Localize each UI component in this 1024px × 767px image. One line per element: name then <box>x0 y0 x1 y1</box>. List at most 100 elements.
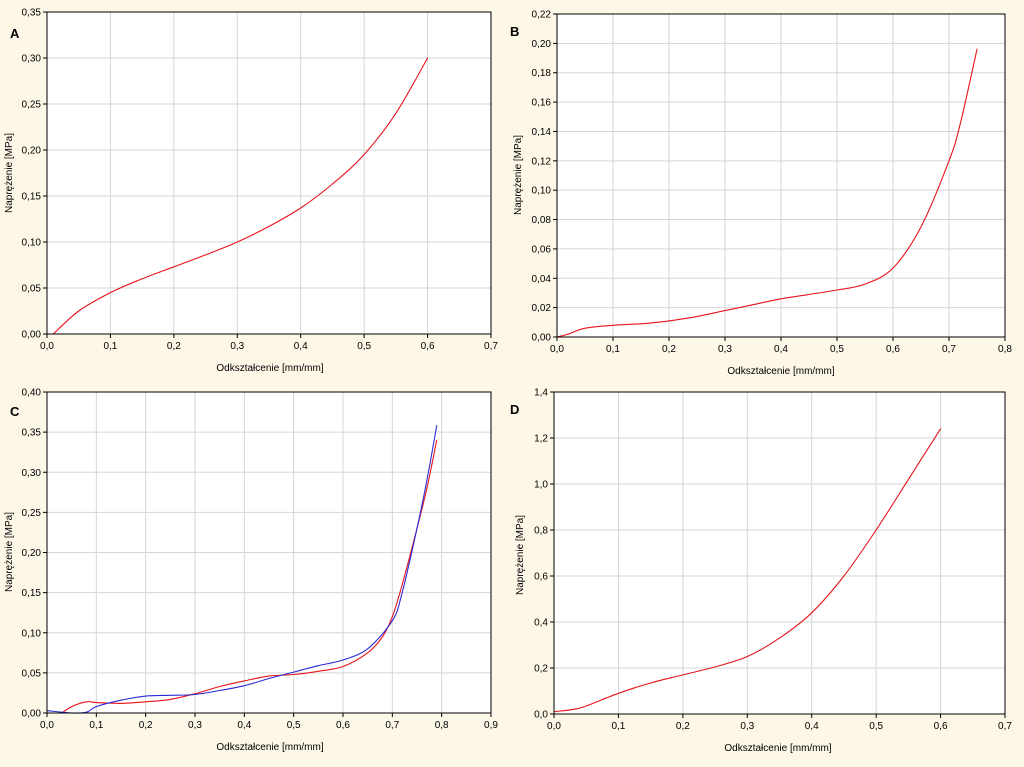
y-tick-label: 0,35 <box>22 428 42 439</box>
x-tick-label: 0,1 <box>103 341 117 352</box>
y-axis-title: Naprężenie [MPa] <box>4 512 15 592</box>
x-tick-label: 0,5 <box>287 720 301 731</box>
x-tick-label: 0,5 <box>830 344 844 355</box>
panel-letter-b: B <box>510 24 519 39</box>
y-tick-label: 0,30 <box>22 54 42 65</box>
y-tick-label: 0,00 <box>22 709 42 720</box>
series-line <box>46 425 438 714</box>
x-tick-label: 0,7 <box>484 341 498 352</box>
series-line <box>556 48 978 338</box>
x-axis-title: Odkształcenie [mm/mm] <box>724 743 831 754</box>
x-tick-label: 0,4 <box>774 344 788 355</box>
y-tick-label: 0,25 <box>22 100 42 111</box>
plot-frame <box>46 391 492 714</box>
y-tick-label: 0,10 <box>22 238 42 249</box>
y-tick-label: 1,0 <box>534 480 548 491</box>
x-tick-label: 0,2 <box>676 721 690 732</box>
y-tick-label: 1,2 <box>534 434 548 445</box>
x-tick-label: 0,3 <box>740 721 754 732</box>
panel-letter-c: C <box>10 404 20 419</box>
x-tick-label: 0,4 <box>237 720 251 731</box>
x-axis-title: Odkształcenie [mm/mm] <box>727 366 834 377</box>
plot-frame <box>46 11 492 335</box>
x-tick-label: 0,4 <box>294 341 308 352</box>
y-tick-label: 0,35 <box>22 8 42 19</box>
y-tick-label: 1,4 <box>534 388 548 399</box>
x-tick-label: 0,2 <box>139 720 153 731</box>
panel-letter-d: D <box>510 402 519 417</box>
y-tick-label: 0,40 <box>22 388 42 399</box>
x-tick-label: 0,6 <box>886 344 900 355</box>
panel-c: C Odkształcenie [mm/mm] Naprężenie [MPa]… <box>4 388 498 754</box>
y-tick-label: 0,8 <box>534 526 548 537</box>
x-tick-label: 0,7 <box>998 721 1012 732</box>
y-tick-label: 0,16 <box>532 98 552 109</box>
x-tick-label: 0,3 <box>188 720 202 731</box>
y-tick-label: 0,22 <box>532 10 552 21</box>
y-tick-label: 0,00 <box>22 330 42 341</box>
x-tick-label: 0,2 <box>167 341 181 352</box>
x-tick-label: 0,8 <box>998 344 1012 355</box>
y-tick-label: 0,14 <box>532 127 552 138</box>
x-tick-label: 0,1 <box>89 720 103 731</box>
panel-d: D Odkształcenie [mm/mm] Naprężenie [MPa]… <box>510 388 1012 755</box>
panel-a: A Odkształcenie [mm/mm] Naprężenie [MPa]… <box>4 8 498 375</box>
y-tick-label: 0,6 <box>534 572 548 583</box>
y-axis-title: Naprężenie [MPa] <box>4 133 15 213</box>
plot-area <box>554 392 1005 714</box>
x-tick-label: 0,0 <box>40 720 54 731</box>
x-axis-title: Odkształcenie [mm/mm] <box>216 363 323 374</box>
y-tick-label: 0,20 <box>532 39 552 50</box>
y-axis-title: Naprężenie [MPa] <box>515 515 526 595</box>
x-tick-label: 0,3 <box>230 341 244 352</box>
y-tick-label: 0,05 <box>22 668 42 679</box>
x-tick-label: 0,8 <box>435 720 449 731</box>
y-tick-label: 0,0 <box>534 710 548 721</box>
y-axis-title: Naprężenie [MPa] <box>513 135 524 215</box>
x-tick-label: 0,3 <box>718 344 732 355</box>
y-tick-label: 0,04 <box>532 274 552 285</box>
x-tick-label: 0,1 <box>606 344 620 355</box>
y-tick-label: 0,4 <box>534 618 548 629</box>
y-tick-label: 0,20 <box>22 146 42 157</box>
y-tick-label: 0,2 <box>534 664 548 675</box>
y-tick-label: 0,08 <box>532 215 552 226</box>
y-tick-label: 0,06 <box>532 244 552 255</box>
x-tick-label: 0,0 <box>547 721 561 732</box>
series-line <box>52 57 429 335</box>
plot-frame <box>556 13 1006 338</box>
x-tick-label: 0,2 <box>662 344 676 355</box>
y-tick-label: 0,18 <box>532 68 552 79</box>
x-tick-label: 0,6 <box>934 721 948 732</box>
panel-letter-a: A <box>10 26 20 41</box>
series-line <box>61 439 438 714</box>
y-tick-label: 0,12 <box>532 156 552 167</box>
x-tick-label: 0,6 <box>421 341 435 352</box>
y-tick-label: 0,00 <box>532 333 552 344</box>
x-tick-label: 0,5 <box>869 721 883 732</box>
y-tick-label: 0,02 <box>532 303 552 314</box>
panel-b: B Odkształcenie [mm/mm] Naprężenie [MPa]… <box>510 10 1012 378</box>
x-tick-label: 0,9 <box>484 720 498 731</box>
y-tick-label: 0,05 <box>22 284 42 295</box>
y-tick-label: 0,30 <box>22 468 42 479</box>
y-tick-label: 0,20 <box>22 548 42 559</box>
y-tick-label: 0,15 <box>22 192 42 203</box>
x-axis-title: Odkształcenie [mm/mm] <box>216 742 323 753</box>
x-tick-label: 0,4 <box>805 721 819 732</box>
x-tick-label: 0,5 <box>357 341 371 352</box>
x-tick-label: 0,7 <box>385 720 399 731</box>
y-tick-label: 0,10 <box>532 186 552 197</box>
y-tick-label: 0,10 <box>22 628 42 639</box>
x-tick-label: 0,0 <box>550 344 564 355</box>
plot-area <box>47 12 491 334</box>
series-line <box>553 428 942 713</box>
y-tick-label: 0,25 <box>22 508 42 519</box>
x-tick-label: 0,1 <box>611 721 625 732</box>
x-tick-label: 0,0 <box>40 341 54 352</box>
x-tick-label: 0,6 <box>336 720 350 731</box>
plot-frame <box>553 391 1006 715</box>
y-tick-label: 0,15 <box>22 588 42 599</box>
x-tick-label: 0,7 <box>942 344 956 355</box>
